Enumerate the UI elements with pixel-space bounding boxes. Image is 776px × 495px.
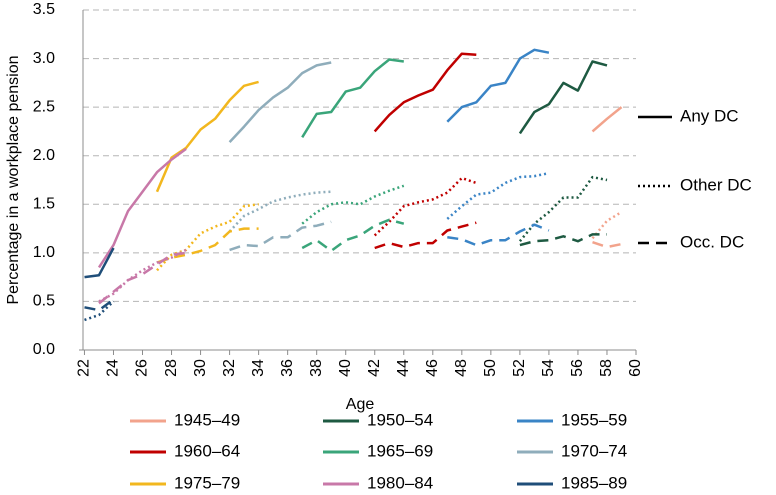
legend-label: 1970–74 (561, 441, 627, 460)
series-line (156, 227, 259, 264)
series-line (518, 60, 608, 135)
y-tick-label: 3.5 (33, 1, 55, 18)
x-tick-label: 34 (250, 359, 267, 377)
x-tick-label: 40 (337, 359, 354, 377)
y-tick-label: 0.0 (33, 341, 55, 358)
x-tick-label: 60 (627, 359, 644, 377)
x-tick-label: 56 (569, 359, 586, 377)
series-line (156, 203, 259, 272)
x-tick-label: 32 (221, 359, 238, 377)
y-tick-label: 1.0 (33, 244, 55, 261)
x-tick-label: 50 (482, 359, 499, 377)
series-line (98, 251, 187, 305)
series-line (84, 300, 115, 322)
style-legend-label: Occ. DC (680, 232, 744, 251)
x-tick-label: 30 (192, 359, 209, 377)
x-tick-label: 52 (511, 359, 528, 377)
style-legend-label: Any DC (680, 106, 739, 125)
x-tick-label: 28 (163, 359, 180, 377)
x-tick-label: 24 (105, 359, 122, 377)
x-axis-label: Age (346, 396, 375, 413)
y-tick-label: 0.5 (33, 293, 55, 310)
legend-label: 1955–59 (561, 410, 627, 429)
series-line (228, 190, 332, 233)
series-line (592, 241, 622, 249)
series-line (374, 221, 477, 250)
legend-label: 1965–69 (367, 441, 433, 460)
series-line (518, 175, 608, 242)
y-tick-label: 2.0 (33, 147, 55, 164)
y-axis-label: Percentage in a workplace pension (5, 55, 22, 304)
series-line (301, 218, 405, 253)
legend-label: 1980–84 (367, 473, 433, 492)
series-line (84, 247, 115, 279)
x-tick-label: 44 (395, 359, 412, 377)
x-tick-label: 26 (134, 359, 151, 377)
series-line (97, 147, 187, 269)
series-line (446, 48, 550, 123)
series-line (301, 184, 405, 225)
series-line (229, 220, 332, 252)
legend-label: 1960–64 (174, 441, 240, 460)
y-tick-label: 1.5 (33, 196, 55, 213)
x-tick-label: 42 (366, 359, 383, 377)
series-line (228, 61, 332, 143)
x-tick-label: 54 (540, 359, 557, 377)
y-tick-label: 2.5 (33, 98, 55, 115)
y-tick-label: 3.0 (33, 50, 55, 67)
legend-label: 1975–79 (174, 473, 240, 492)
legend-label: 1945–49 (174, 410, 240, 429)
legend-label: 1950–54 (367, 410, 433, 429)
style-legend-label: Other DC (680, 175, 752, 194)
series-line (519, 233, 607, 247)
series-line (446, 171, 550, 220)
x-tick-label: 36 (279, 359, 296, 377)
series-line (301, 58, 404, 138)
series-line (447, 223, 550, 247)
legend-label: 1985–89 (561, 473, 627, 492)
x-tick-label: 38 (308, 359, 325, 377)
x-tick-label: 22 (76, 359, 93, 377)
series-line (591, 106, 623, 133)
series-line (373, 52, 477, 133)
x-tick-label: 48 (453, 359, 470, 377)
series-line (155, 80, 259, 193)
x-tick-label: 46 (424, 359, 441, 377)
series-line (98, 248, 187, 303)
series-line (84, 298, 115, 312)
x-tick-label: 58 (598, 359, 615, 377)
